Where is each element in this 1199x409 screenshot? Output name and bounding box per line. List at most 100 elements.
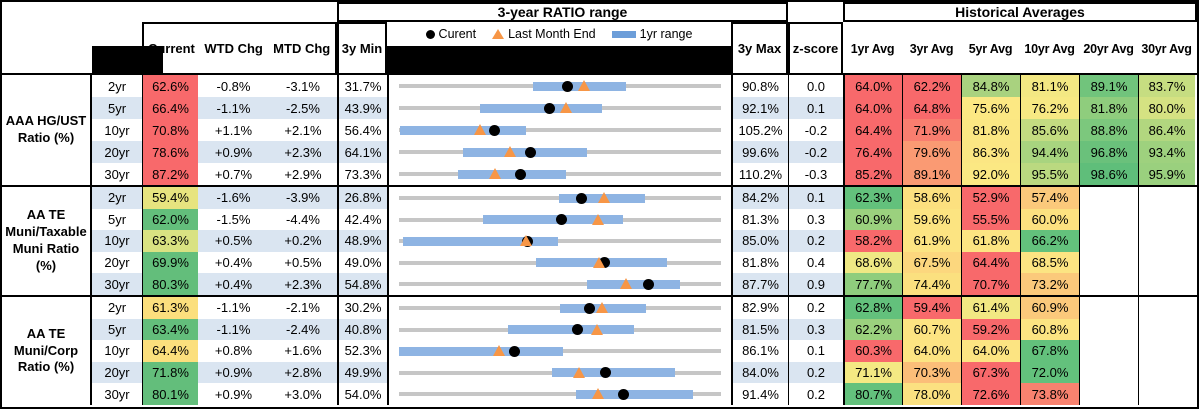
- current-cell: 80.1%: [142, 383, 198, 405]
- three-year-min-cell: 54.0%: [337, 383, 387, 405]
- table-row: 30yr 80.3% +0.4% +2.3% 54.8% 87.7% 0.9 77.7% 74.…: [92, 273, 1197, 295]
- group-label: AA TE Muni/Taxable Muni Ratio (%): [2, 187, 92, 295]
- one-year-range-bar: [399, 125, 526, 135]
- legend-item-1yr-range: 1yr range: [611, 27, 692, 41]
- three-year-max-cell: 90.8%: [731, 75, 788, 97]
- three-year-min-cell: 40.8%: [337, 318, 387, 341]
- col-header-3y-max: 3y Max: [731, 22, 788, 75]
- avg-cell: 58.2%: [843, 230, 902, 252]
- avg-cell: [1138, 361, 1195, 384]
- group-rows: 2yr 61.3% -1.1% -2.1% 30.2% 82.9% 0.2 62.8% 59.4…: [92, 297, 1197, 405]
- wtd-chg-cell: -1.1%: [198, 97, 269, 119]
- range-chart-cell: [387, 187, 731, 209]
- current-cell: 63.3%: [142, 230, 198, 252]
- three-year-min-cell: 64.1%: [337, 141, 387, 163]
- three-year-max-cell: 110.2%: [731, 163, 788, 185]
- table-row: 2yr 62.6% -0.8% -3.1% 31.7% 90.8% 0.0 64.0% 62.2…: [92, 75, 1197, 97]
- avg-cell: 60.0%: [1020, 208, 1079, 231]
- range-chart-cell: [387, 318, 731, 341]
- avg-cell: [1079, 208, 1138, 231]
- z-score-cell: 0.9: [788, 273, 843, 295]
- z-score-cell: 0.3: [788, 208, 843, 231]
- avg-cell: [1138, 340, 1195, 362]
- current-cell: 80.3%: [142, 273, 198, 295]
- avg-cell: 76.2%: [1020, 97, 1079, 119]
- avg-cell: 85.6%: [1020, 119, 1079, 141]
- current-dot-icon: [425, 29, 435, 39]
- last-month-triangle-icon: [492, 29, 505, 39]
- last-month-end-marker: [590, 323, 603, 335]
- avg-cell: 61.4%: [961, 297, 1020, 319]
- tenor-cell: 20yr: [92, 141, 142, 163]
- one-year-range-bar: [552, 368, 675, 378]
- three-year-max-cell: 92.1%: [731, 97, 788, 119]
- current-marker: [643, 278, 655, 290]
- avg-cell: 73.8%: [1020, 383, 1079, 405]
- mtd-chg-cell: +2.9%: [284, 166, 322, 182]
- current-cell: 63.4%: [142, 318, 198, 341]
- range-chart-cell: [387, 119, 731, 141]
- three-year-max-cell: 84.0%: [731, 361, 788, 384]
- avg-cell: 77.7%: [843, 273, 902, 295]
- avg-cell: 64.0%: [843, 75, 902, 97]
- avg-cell: 68.5%: [1020, 251, 1079, 274]
- avg-cell: [1138, 230, 1195, 252]
- table-row: 20yr 78.6% +0.9% +2.3% 64.1% 99.6% -0.2 76.4% 79…: [92, 141, 1197, 163]
- table-row: 10yr 64.4% +0.8% +1.6% 52.3% 86.1% 0.1 60.3% 64.…: [92, 340, 1197, 362]
- range-chart-cell: [387, 208, 731, 231]
- table-row: 30yr 87.2% +0.7% +2.9% 73.3% 110.2% -0.3 85.2% 8…: [92, 163, 1197, 185]
- avg-cell: 78.0%: [902, 383, 961, 405]
- current-cell: 78.6%: [142, 141, 198, 163]
- z-score-cell: -0.2: [788, 141, 843, 163]
- mtd-chg-cell: +3.0%: [284, 386, 322, 402]
- three-year-min-cell: 30.2%: [337, 297, 387, 319]
- avg-cell: [1079, 340, 1138, 362]
- avg-cell: [1079, 251, 1138, 274]
- current-cell: 71.8%: [142, 361, 198, 384]
- avg-cell: 62.3%: [843, 187, 902, 209]
- three-year-range-track: [399, 128, 721, 132]
- three-year-min-cell: 49.9%: [337, 361, 387, 384]
- mtd-chg-cell: +2.1%: [284, 122, 322, 138]
- avg-cell: 80.0%: [1138, 97, 1195, 119]
- z-score-cell: 0.0: [788, 75, 843, 97]
- current-marker: [572, 324, 584, 336]
- mtd-chg-cell: +0.5%: [284, 255, 322, 271]
- col-header-30yr-avg: 30yr Avg: [1141, 41, 1192, 56]
- avg-cell: 98.6%: [1079, 163, 1138, 185]
- avg-cell: 71.1%: [843, 361, 902, 384]
- left-columns-header: Current WTD Chg MTD Chg: [142, 22, 337, 75]
- avg-cell: 62.2%: [902, 75, 961, 97]
- one-year-range-bar: [586, 279, 680, 289]
- chart-legend: Curent Last Month End 1yr range: [387, 22, 731, 46]
- avg-cell: 92.0%: [961, 163, 1020, 185]
- three-year-range-track: [399, 239, 721, 244]
- avg-cell: 64.4%: [843, 119, 902, 141]
- group-rows: 2yr 62.6% -0.8% -3.1% 31.7% 90.8% 0.0 64.0% 62.2…: [92, 75, 1197, 185]
- table-row: 20yr 71.8% +0.9% +2.8% 49.9% 84.0% 0.2 71.1% 70.…: [92, 361, 1197, 384]
- group-rows: 2yr 59.4% -1.6% -3.9% 26.8% 84.2% 0.1 62.3% 58.6…: [92, 187, 1197, 295]
- avg-cell: 94.4%: [1020, 141, 1079, 163]
- col-header-10yr-avg: 10yr Avg: [1024, 41, 1075, 56]
- range-chart-cell: [387, 141, 731, 163]
- wtd-chg-cell: -1.1%: [198, 318, 269, 341]
- one-year-range-bar: [457, 169, 566, 179]
- wtd-chg-cell: -1.5%: [216, 211, 251, 227]
- avg-cell: 60.9%: [843, 208, 902, 231]
- avg-cell: [1138, 187, 1195, 209]
- range-chart-cell: [387, 163, 731, 185]
- avg-cell: 72.0%: [1020, 361, 1079, 384]
- avg-cell: 60.3%: [843, 340, 902, 362]
- avg-cell: 81.8%: [1079, 97, 1138, 119]
- avg-cell: 62.8%: [843, 297, 902, 319]
- z-score-cell: 0.1: [788, 187, 843, 209]
- avg-cell: 86.3%: [961, 141, 1020, 163]
- three-year-max-cell: 82.9%: [731, 297, 788, 319]
- three-year-min-cell: 42.4%: [337, 208, 387, 231]
- z-score-cell: 0.1: [788, 97, 843, 119]
- avg-cell: 88.8%: [1079, 119, 1138, 141]
- avg-cell: 68.6%: [843, 251, 902, 274]
- avg-cell: 52.9%: [961, 187, 1020, 209]
- avg-cell: 89.1%: [902, 163, 961, 185]
- tenor-cell: 30yr: [104, 386, 130, 402]
